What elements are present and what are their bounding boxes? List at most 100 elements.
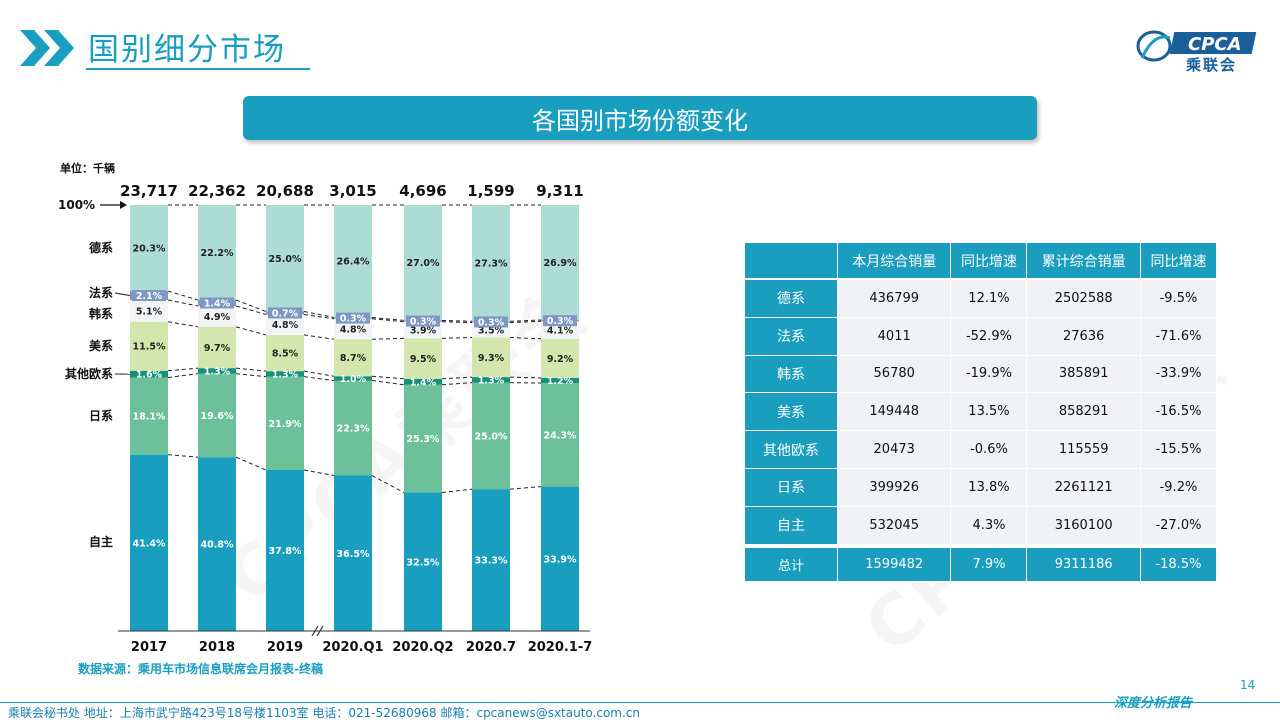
connector-line bbox=[303, 370, 335, 377]
table-cell: 12.1% bbox=[951, 280, 1028, 318]
table-cell: 149448 bbox=[838, 393, 952, 432]
bar-segment bbox=[334, 318, 372, 340]
bar-segment bbox=[130, 377, 168, 455]
table-cell: 385891 bbox=[1027, 355, 1141, 394]
table-cell: 399926 bbox=[838, 468, 952, 507]
data-label: 36.5% bbox=[337, 549, 370, 560]
connector-line bbox=[167, 299, 199, 307]
table-row-label: 自主 bbox=[745, 506, 838, 545]
series-label: 自主 bbox=[89, 534, 113, 549]
label-box bbox=[474, 316, 508, 328]
data-label: 1.3% bbox=[204, 366, 231, 377]
connector-line bbox=[371, 380, 405, 386]
data-label: 37.8% bbox=[269, 546, 302, 557]
table-header-cell: 累计综合销量 bbox=[1027, 243, 1141, 280]
table-cell: -33.9% bbox=[1140, 355, 1217, 394]
bar-segment bbox=[130, 299, 168, 322]
table-header-cell: 本月综合销量 bbox=[838, 243, 952, 280]
bars bbox=[130, 205, 579, 631]
connector-line bbox=[167, 454, 199, 458]
data-label: 3.5% bbox=[478, 326, 505, 337]
connector-line bbox=[167, 373, 199, 379]
table-row: 法系 4011 -52.9% 27636 -71.6% bbox=[745, 317, 1217, 356]
cpca-logo: CPCA bbox=[1136, 30, 1257, 62]
connector-line bbox=[441, 319, 473, 322]
data-label: 26.4% bbox=[337, 257, 370, 268]
connector-line bbox=[371, 318, 405, 323]
data-label: 11.5% bbox=[133, 342, 166, 353]
connector-line bbox=[167, 290, 199, 301]
data-label: 1.4% bbox=[204, 298, 231, 309]
table-header-cell: 同比增速 bbox=[951, 243, 1028, 280]
table-row-label: 美系 bbox=[745, 393, 838, 432]
bar-segment bbox=[472, 382, 510, 490]
connector-line bbox=[167, 367, 199, 372]
bar-segment bbox=[266, 469, 304, 631]
bar-segment bbox=[404, 338, 442, 379]
data-label: 9.2% bbox=[547, 354, 574, 365]
category-label: 2018 bbox=[199, 640, 235, 655]
bar-segment bbox=[198, 373, 236, 458]
table-cell: 3160100 bbox=[1027, 506, 1141, 545]
axis-break bbox=[311, 625, 319, 637]
connector-line bbox=[235, 326, 267, 336]
bar-segment bbox=[334, 339, 372, 377]
data-source: 数据来源：乘用车市场信息联席会月报表-终稿 bbox=[78, 662, 323, 676]
sales-table: 本月综合销量 同比增速 累计综合销量 同比增速 德系 436799 12.1% 250… bbox=[745, 243, 1217, 583]
connector-line bbox=[371, 375, 405, 380]
report-type: 深度分析报告 bbox=[1114, 696, 1193, 711]
data-label: 9.7% bbox=[204, 343, 231, 354]
table-cell: 20473 bbox=[838, 431, 952, 469]
data-label: 1.0% bbox=[340, 374, 367, 385]
bar-segment bbox=[198, 368, 236, 374]
data-label: 1.2% bbox=[547, 376, 574, 387]
total-label: 9,311 bbox=[536, 182, 583, 200]
data-label: 8.7% bbox=[340, 353, 367, 364]
data-label: 21.9% bbox=[269, 419, 302, 430]
connector-line bbox=[303, 313, 335, 320]
data-label: 0.7% bbox=[272, 308, 299, 319]
connector-line bbox=[303, 469, 335, 477]
bar-segment bbox=[266, 371, 304, 377]
table-cell: 27636 bbox=[1027, 317, 1141, 356]
bar-segment bbox=[334, 376, 372, 381]
data-label: 25.0% bbox=[475, 431, 508, 442]
table-cell: 532045 bbox=[838, 506, 952, 545]
connector-line bbox=[509, 320, 542, 324]
bar-segment bbox=[404, 384, 442, 493]
table-row: 日系 399926 13.8% 2261121 -9.2% bbox=[745, 468, 1217, 507]
data-label: 0.3% bbox=[547, 316, 574, 327]
connector-line bbox=[235, 373, 267, 378]
bar-segment bbox=[130, 454, 168, 631]
category-label: 2020.7 bbox=[466, 640, 516, 655]
connector-line bbox=[371, 337, 405, 340]
table-cell: 4011 bbox=[838, 317, 952, 356]
series-label: 韩系 bbox=[89, 306, 113, 321]
arrow-head-icon bbox=[120, 201, 127, 209]
unit-label: 单位：千辆 bbox=[60, 162, 115, 175]
data-label: 5.1% bbox=[136, 306, 163, 317]
data-label: 9.3% bbox=[478, 353, 505, 364]
table-row-label: 总计 bbox=[745, 544, 838, 583]
connector-line bbox=[441, 376, 473, 380]
bar-segment bbox=[266, 314, 304, 335]
total-label: 4,696 bbox=[399, 182, 446, 200]
data-label: 27.0% bbox=[407, 258, 440, 269]
data-label: 1.4% bbox=[410, 377, 437, 388]
stacked-share-chart: 41.4% 18.1% 1.6% 11.5% 5.1% 2.1% 20.3% 40.8% 19.… bbox=[58, 182, 592, 655]
page-number: 14 bbox=[1240, 678, 1256, 692]
table-cell: 436799 bbox=[838, 280, 952, 318]
label-box bbox=[132, 290, 166, 302]
table-header-row: 本月综合销量 同比增速 累计综合销量 同比增速 bbox=[745, 243, 1217, 280]
bar-segment bbox=[130, 205, 168, 292]
bar-segment bbox=[198, 205, 236, 300]
table-total-row: 总计 1599482 7.9% 9311186 -18.5% bbox=[745, 544, 1217, 583]
data-label: 32.5% bbox=[407, 557, 440, 568]
bar-segment bbox=[404, 205, 442, 321]
data-label: 0.3% bbox=[478, 317, 505, 328]
label-box bbox=[200, 297, 234, 309]
bar-segment bbox=[266, 205, 304, 312]
table-header-cell: 同比增速 bbox=[1140, 243, 1217, 280]
data-label: 1.6% bbox=[136, 370, 163, 381]
table-cell: 13.8% bbox=[951, 468, 1028, 507]
